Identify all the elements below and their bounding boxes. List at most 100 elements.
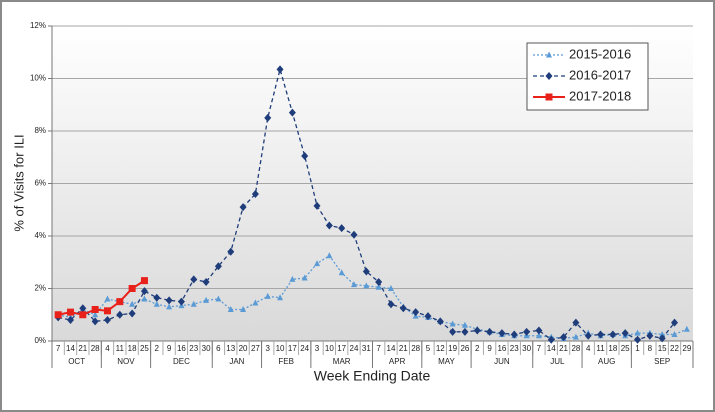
x-group-label: FEB: [278, 357, 294, 366]
data-point: [165, 296, 173, 305]
x-tick-label: 27: [251, 344, 260, 353]
data-point: [288, 108, 296, 117]
data-point: [140, 287, 148, 296]
data-point: [301, 274, 308, 281]
x-tick-label: 1: [635, 344, 640, 353]
x-tick-label: 3: [265, 344, 270, 353]
legend-label: 2015-2016: [569, 46, 631, 61]
data-point: [252, 299, 259, 306]
data-point: [375, 283, 382, 290]
data-point: [314, 260, 321, 267]
x-tick-label: 14: [547, 344, 556, 353]
x-tick-label: 11: [596, 344, 605, 353]
x-tick-label: 4: [105, 344, 110, 353]
data-point: [203, 296, 210, 303]
data-point: [214, 262, 222, 271]
x-tick-label: 21: [559, 344, 568, 353]
x-tick-label: 7: [376, 344, 381, 353]
data-point: [289, 275, 296, 282]
data-point: [227, 306, 234, 312]
data-point: [510, 330, 518, 339]
legend-marker: [545, 93, 553, 101]
data-point: [572, 318, 580, 327]
data-point: [634, 329, 641, 336]
data-point: [140, 277, 148, 285]
x-group-label: DEC: [173, 357, 190, 366]
x-tick-label: 18: [608, 344, 617, 353]
data-point: [461, 321, 468, 328]
x-group-label: MAY: [438, 357, 455, 366]
data-point: [92, 311, 99, 318]
data-point: [215, 295, 222, 302]
data-point: [399, 304, 407, 313]
data-point: [104, 295, 111, 302]
x-tick-label: 8: [648, 344, 653, 353]
x-group-label: SEP: [654, 357, 670, 366]
x-group-label: AUG: [598, 357, 615, 366]
x-tick-label: 2: [155, 344, 160, 353]
data-point: [277, 294, 284, 301]
x-tick-label: 23: [189, 344, 198, 353]
data-point: [658, 334, 666, 343]
data-point: [535, 332, 542, 339]
x-axis-label: Week Ending Date: [314, 368, 431, 384]
data-point: [264, 292, 271, 299]
x-tick-label: 26: [460, 344, 469, 353]
data-point: [202, 277, 210, 286]
data-point: [584, 331, 592, 340]
data-point: [535, 326, 543, 335]
legend-label: 2016-2017: [569, 67, 631, 82]
x-tick-label: 9: [167, 344, 172, 353]
data-point: [671, 330, 678, 337]
x-tick-label: 4: [586, 344, 591, 353]
data-point: [91, 317, 99, 326]
data-point: [350, 230, 358, 239]
data-point: [128, 309, 136, 318]
data-point: [326, 252, 333, 259]
x-tick-label: 18: [128, 344, 137, 353]
data-point: [66, 308, 74, 316]
x-tick-label: 2: [475, 344, 480, 353]
y-tick-label: 10%: [30, 74, 46, 83]
x-tick-label: 17: [288, 344, 297, 353]
x-group-label: JUL: [550, 357, 565, 366]
data-point: [79, 311, 87, 319]
data-point: [54, 311, 62, 319]
x-tick-label: 29: [682, 344, 691, 353]
x-tick-label: 14: [387, 344, 396, 353]
data-point: [276, 65, 284, 74]
data-point: [498, 329, 506, 338]
data-point: [547, 335, 555, 344]
data-point: [634, 335, 642, 344]
x-tick-label: 3: [315, 344, 320, 353]
x-tick-label: 15: [658, 344, 667, 353]
data-point: [240, 306, 247, 312]
series-line: [58, 254, 688, 340]
x-tick-label: 13: [226, 344, 235, 353]
x-tick-label: 28: [411, 344, 420, 353]
legend-label: 2017-2018: [569, 88, 631, 103]
x-tick-label: 6: [216, 344, 221, 353]
x-tick-label: 16: [177, 344, 186, 353]
data-point: [301, 151, 309, 160]
data-point: [166, 303, 173, 310]
data-point: [190, 275, 198, 284]
data-point: [449, 327, 457, 336]
x-tick-label: 5: [426, 344, 431, 353]
x-tick-label: 9: [487, 344, 492, 353]
x-tick-label: 7: [56, 344, 61, 353]
x-tick-label: 16: [497, 344, 506, 353]
x-tick-label: 23: [510, 344, 519, 353]
x-tick-label: 25: [140, 344, 149, 353]
data-point: [190, 300, 197, 307]
data-point: [338, 269, 345, 276]
y-tick-label: 6%: [34, 179, 46, 188]
data-point: [325, 221, 333, 230]
y-tick-label: 12%: [30, 21, 46, 30]
x-tick-label: 10: [325, 344, 334, 353]
data-point: [116, 298, 124, 306]
data-point: [473, 326, 481, 335]
x-group-label: OCT: [68, 357, 85, 366]
x-tick-label: 10: [276, 344, 285, 353]
